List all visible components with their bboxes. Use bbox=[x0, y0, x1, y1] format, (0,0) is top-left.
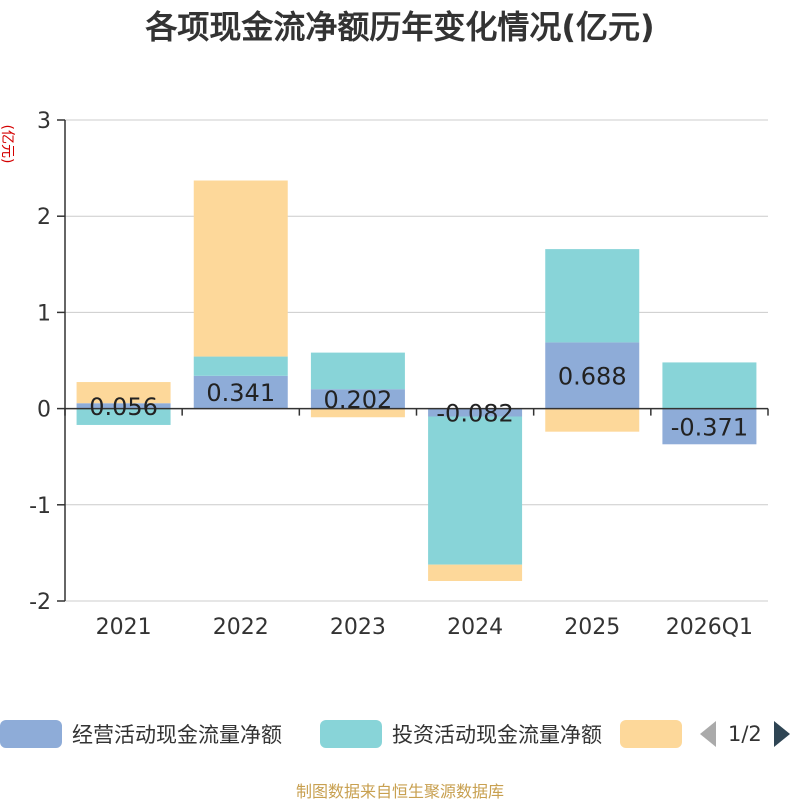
bar-series0-2026Q1[interactable] bbox=[662, 408, 757, 445]
x-tick-label: 2022 bbox=[213, 615, 269, 640]
x-tick-label: 2025 bbox=[564, 615, 620, 640]
bar-series2-2023[interactable] bbox=[310, 408, 405, 418]
bar-series2-2021[interactable] bbox=[76, 382, 171, 404]
y-tick-label: -2 bbox=[29, 590, 51, 615]
legend-item-investing[interactable]: 投资活动现金流量净额 bbox=[320, 714, 602, 754]
legend-label-operating: 经营活动现金流量净额 bbox=[72, 723, 282, 747]
data-label: 0.202 bbox=[324, 386, 393, 414]
legend-item-financing[interactable] bbox=[620, 714, 692, 754]
bar-series1-2022[interactable] bbox=[193, 356, 288, 376]
data-label: 0.056 bbox=[89, 393, 158, 421]
legend-pager: 1/2 bbox=[700, 714, 790, 754]
data-label: 0.688 bbox=[558, 363, 627, 391]
bar-series1-2024[interactable] bbox=[428, 416, 523, 565]
data-label: -0.371 bbox=[671, 413, 748, 441]
x-tick-label: 2026Q1 bbox=[666, 615, 753, 640]
y-tick-label: 2 bbox=[37, 205, 51, 230]
x-tick-label: 2023 bbox=[330, 615, 386, 640]
bar-series2-2022[interactable] bbox=[193, 180, 288, 357]
data-labels: 0.056 0.341 0.202 -0.082 0.688 -0.371 bbox=[89, 363, 748, 442]
bar-series0-2023[interactable] bbox=[310, 389, 405, 409]
bar-series0-2021[interactable] bbox=[76, 403, 171, 409]
y-tick-label: 1 bbox=[37, 301, 51, 326]
y-tick-label: 3 bbox=[37, 109, 51, 134]
data-label: 0.341 bbox=[206, 379, 275, 407]
data-source-note: 制图数据来自恒生聚源数据库 bbox=[295, 782, 504, 801]
bar-series2-2024[interactable] bbox=[428, 564, 523, 581]
data-label: -0.082 bbox=[436, 400, 513, 428]
y-tick-label: -1 bbox=[29, 494, 51, 519]
grid-lines bbox=[65, 119, 768, 602]
bar-series1-2025[interactable] bbox=[545, 249, 640, 343]
bar-series0-2024[interactable] bbox=[428, 408, 523, 417]
legend-label-investing: 投资活动现金流量净额 bbox=[392, 723, 602, 747]
bar-series2-2025[interactable] bbox=[545, 408, 640, 432]
legend-swatch-investing bbox=[320, 720, 382, 748]
legend-next-page-icon[interactable] bbox=[773, 721, 790, 747]
legend: 经营活动现金流量净额 投资活动现金流量净额 bbox=[0, 714, 800, 754]
bar-series1-2021[interactable] bbox=[76, 408, 171, 425]
chart-title: 各项现金流净额历年变化情况(亿元) bbox=[145, 8, 655, 46]
legend-swatch-operating bbox=[0, 720, 62, 748]
legend-prev-page-icon[interactable] bbox=[700, 721, 716, 747]
y-tick-label: 0 bbox=[37, 398, 51, 423]
bar-series1-2026Q1[interactable] bbox=[662, 362, 757, 409]
stacked-bar-chart: -2 -1 0 1 2 3 2021 2022 2023 2024 2025 2026Q1 0.056… bbox=[29, 109, 769, 640]
legend-page-number: 1/2 bbox=[728, 722, 762, 746]
bar-series0-2025[interactable] bbox=[545, 342, 640, 409]
legend-item-operating[interactable]: 经营活动现金流量净额 bbox=[0, 714, 282, 754]
bars bbox=[76, 180, 757, 581]
bar-series1-2023[interactable] bbox=[310, 352, 405, 390]
bar-series0-2022[interactable] bbox=[193, 375, 288, 409]
tick-labels: -2 -1 0 1 2 3 2021 2022 2023 2024 2025 2026Q1 bbox=[29, 109, 753, 640]
axes bbox=[57, 119, 769, 602]
x-tick-label: 2021 bbox=[96, 615, 152, 640]
legend-swatch-financing bbox=[620, 720, 682, 748]
x-tick-label: 2024 bbox=[447, 615, 503, 640]
